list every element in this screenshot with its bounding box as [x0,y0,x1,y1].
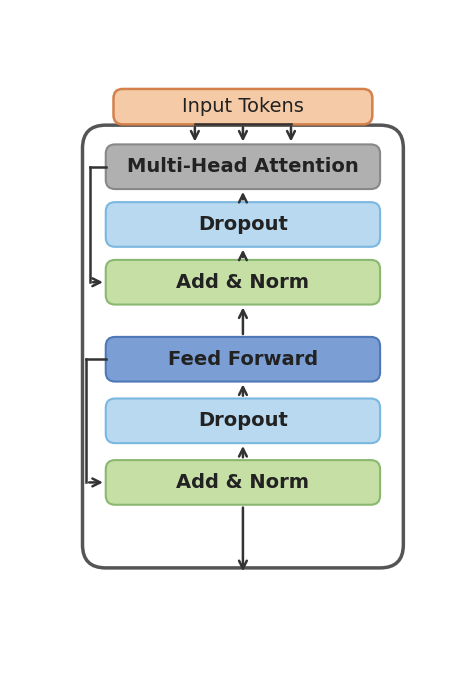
FancyBboxPatch shape [106,260,380,304]
FancyBboxPatch shape [82,125,403,568]
Text: Dropout: Dropout [198,411,288,431]
Text: Input Tokens: Input Tokens [182,97,304,116]
FancyBboxPatch shape [106,202,380,247]
FancyBboxPatch shape [106,144,380,189]
Text: Feed Forward: Feed Forward [168,350,318,368]
Text: Add & Norm: Add & Norm [176,473,310,492]
FancyBboxPatch shape [106,460,380,505]
FancyBboxPatch shape [106,399,380,443]
FancyBboxPatch shape [106,337,380,382]
Text: Dropout: Dropout [198,215,288,234]
Text: Multi-Head Attention: Multi-Head Attention [127,157,359,176]
Text: Add & Norm: Add & Norm [176,273,310,292]
FancyBboxPatch shape [113,89,373,124]
